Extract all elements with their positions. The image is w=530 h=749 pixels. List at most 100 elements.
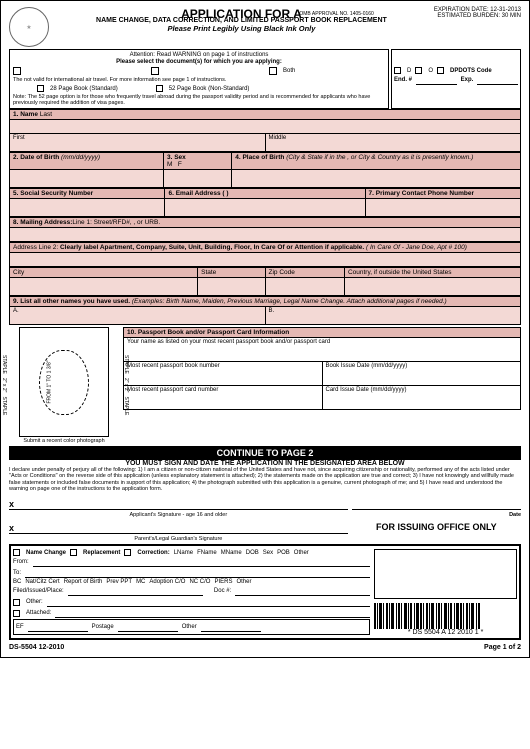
mname-label: MName: [221, 550, 242, 556]
checkbox-28page[interactable]: [37, 85, 44, 92]
namechange-label: Name Change: [26, 550, 66, 556]
intl-note: The not valid for international air trav…: [13, 77, 385, 83]
exp-field[interactable]: [477, 75, 518, 85]
addr-line2-field[interactable]: [9, 253, 521, 267]
ef-label: EF: [16, 624, 24, 630]
s4-hint: (City & State if in the , or City & Coun…: [286, 154, 473, 161]
ssn-field[interactable]: [9, 199, 165, 217]
s10-nameon: Your name as listed on your most recent …: [127, 339, 330, 345]
s1-title: 1. Name: [13, 111, 38, 118]
phone-field[interactable]: [366, 199, 521, 217]
s10-carddate: Card Issue Date (mm/dd/yyyy): [326, 387, 407, 393]
s10-bookdate: Book Issue Date (mm/dd/yyyy): [326, 363, 408, 369]
s8-country: Country, if outside the United States: [348, 269, 452, 276]
s8-zip: Zip Code: [269, 269, 295, 276]
email-field[interactable]: [165, 199, 365, 217]
s2-title: 2. Date of Birth: [13, 154, 59, 161]
s6-title: 6. Email Address ( ): [168, 190, 228, 197]
postage-field[interactable]: [118, 622, 178, 632]
exp-label: Exp.: [461, 77, 474, 83]
addr-line1-field[interactable]: [9, 228, 521, 242]
city-field[interactable]: [9, 278, 198, 296]
cb-correction[interactable]: [124, 549, 131, 556]
date-field[interactable]: [352, 496, 521, 510]
other2-label: Other: [236, 579, 251, 585]
s10-booknum: Most recent passport book number: [127, 363, 220, 369]
ef-field[interactable]: [28, 622, 88, 632]
checkbox-d[interactable]: [394, 67, 401, 74]
zip-field[interactable]: [266, 278, 345, 296]
checkbox-card[interactable]: [151, 67, 159, 75]
checkbox-book[interactable]: [13, 67, 21, 75]
lname-label: LName: [174, 550, 193, 556]
photo-from: FROM 1" TO 1 3/8": [47, 360, 53, 403]
checkbox-dpdots[interactable]: [437, 67, 444, 74]
us-seal-icon: ★: [9, 7, 49, 47]
pob-label: POB: [277, 550, 290, 556]
adopt-label: Adoption C/O: [149, 579, 185, 585]
select-doc-text: Please select the document(s) for which …: [13, 59, 385, 65]
staple-right: STAPLE 2" x 2" STAPLE: [121, 327, 129, 444]
cb-replacement[interactable]: [70, 549, 77, 556]
date-label: Date: [352, 512, 521, 518]
checkbox-both[interactable]: [269, 67, 277, 75]
last-name-field[interactable]: [9, 120, 521, 134]
attached-field[interactable]: [55, 608, 370, 618]
end-field[interactable]: [416, 75, 457, 85]
s4-title: 4. Place of Birth: [235, 154, 284, 161]
postage-label: Postage: [92, 624, 114, 630]
other3-field[interactable]: [201, 622, 261, 632]
photo-caption: Submit a recent color photograph: [19, 438, 109, 444]
s10-title: 10. Passport Book and/or Passport Card I…: [123, 327, 521, 338]
doc-label: Doc #:: [214, 588, 231, 594]
s7-title: 7. Primary Contact Phone Number: [369, 190, 474, 197]
barcode: [374, 603, 517, 629]
page-number: Page 1 of 2: [484, 644, 521, 651]
s9-hint: (Examples: Birth Name, Maiden, Previous …: [132, 298, 447, 305]
sex-label: Sex: [263, 550, 273, 556]
cb-attached[interactable]: [13, 610, 20, 617]
s8-title: 8. Mailing Address:: [13, 219, 72, 226]
estimated-burden: ESTIMATED BURDEN: 30 MIN: [434, 13, 521, 19]
other3-label: Other: [182, 624, 197, 630]
continue-bar: CONTINUE TO PAGE 2: [9, 446, 521, 460]
sign-heading: YOU MUST SIGN AND DATE THE APPLICATION I…: [9, 460, 521, 467]
mc-label: MC: [136, 579, 145, 585]
other-field[interactable]: [47, 597, 370, 607]
state-field[interactable]: [198, 278, 265, 296]
from-field[interactable]: [33, 557, 370, 567]
declaration-text: I declare under penalty of perjury all o…: [9, 467, 521, 492]
s1-middle: Middle: [269, 135, 287, 141]
ncco-label: NC C/O: [189, 579, 210, 585]
s8-line2-label: Address Line 2:: [13, 244, 58, 251]
sex-field[interactable]: [164, 170, 232, 188]
checkbox-52page[interactable]: [156, 85, 163, 92]
barcode-text: * DS 5504 A 12 2010 1 *: [374, 629, 517, 636]
cb-other[interactable]: [13, 599, 20, 606]
filed-field[interactable]: [68, 586, 203, 596]
office-title: FOR ISSUING OFFICE ONLY: [352, 522, 521, 532]
dob-label: DOB: [246, 550, 259, 556]
s1-last: Last: [40, 111, 52, 118]
cb-namechange[interactable]: [13, 549, 20, 556]
pob-field[interactable]: [232, 170, 521, 188]
s8-line2-ex: ( In Care Of - Jane Doe, Apt # 100): [366, 244, 467, 251]
checkbox-o[interactable]: [415, 67, 422, 74]
prev-label: Prev PPT: [106, 579, 132, 585]
office-stamp-box: [374, 549, 517, 599]
fname-label: FName: [197, 550, 217, 556]
country-field[interactable]: [345, 278, 521, 296]
dob-field[interactable]: [9, 170, 164, 188]
s3-f: F: [178, 161, 182, 168]
opt-52-label: 52 Page Book (Non-Standard): [169, 86, 250, 92]
s8-line2-hint: Clearly label Apartment, Company, Suite,…: [60, 244, 364, 251]
page-note: Note: The 52 page option is for those wh…: [13, 94, 385, 106]
attention-text: Attention: Read WARNING on page 1 of ins…: [13, 52, 385, 58]
s3-m: M: [167, 161, 172, 168]
replacement-label: Replacement: [83, 550, 120, 556]
to-field[interactable]: [25, 568, 370, 578]
o-label: O: [428, 68, 433, 74]
rob-label: Report of Birth: [64, 579, 103, 585]
doc-field[interactable]: [235, 586, 370, 596]
print-instruction: Please Print Legibly Using Black Ink Onl…: [49, 24, 434, 33]
